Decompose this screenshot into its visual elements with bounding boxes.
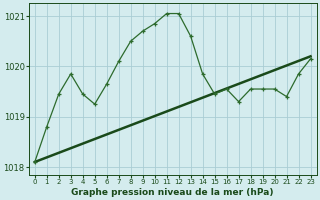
X-axis label: Graphe pression niveau de la mer (hPa): Graphe pression niveau de la mer (hPa): [71, 188, 274, 197]
